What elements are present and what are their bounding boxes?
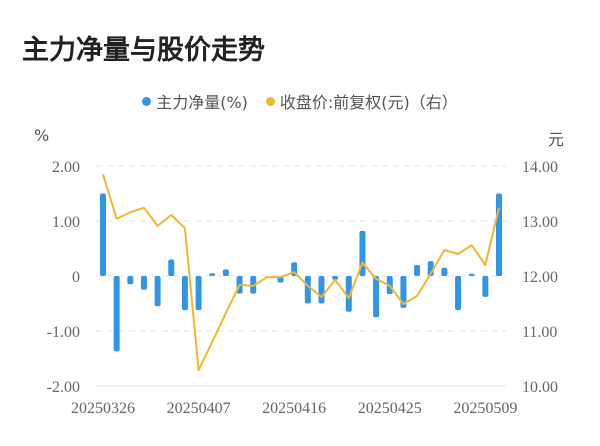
- net-volume-bar[interactable]: [414, 265, 421, 276]
- right-axis-tick: 12.00: [522, 269, 558, 286]
- left-axis-tick: 2.00: [52, 159, 80, 176]
- right-axis-tick: 14.00: [522, 159, 558, 176]
- x-axis-tick: 20250326: [71, 400, 135, 417]
- net-volume-bar[interactable]: [332, 276, 339, 280]
- net-volume-bar[interactable]: [222, 269, 229, 276]
- left-axis-tick: 1.00: [52, 214, 80, 231]
- right-axis-tick: 10.00: [522, 379, 558, 396]
- left-axis-tick: -2.00: [47, 379, 80, 396]
- net-volume-bar[interactable]: [441, 267, 448, 276]
- net-volume-bar[interactable]: [100, 193, 106, 277]
- net-volume-bar[interactable]: [318, 276, 325, 304]
- right-axis-unit: 元: [548, 130, 565, 149]
- net-volume-bar[interactable]: [496, 193, 502, 277]
- net-volume-bar[interactable]: [373, 276, 380, 318]
- legend-item-close-price[interactable]: 收盘价:前复权(元)（右）: [265, 89, 458, 113]
- net-volume-bar[interactable]: [127, 276, 134, 285]
- right-axis-tick: 11.00: [522, 324, 557, 341]
- right-axis-tick: 13.00: [522, 214, 558, 231]
- close-price-line[interactable]: [102, 174, 500, 372]
- net-volume-bar[interactable]: [468, 273, 475, 276]
- left-axis-tick: 0: [72, 269, 80, 286]
- net-volume-bar[interactable]: [455, 276, 462, 311]
- x-axis-tick: 20250407: [167, 400, 231, 417]
- x-axis-tick: 20250509: [453, 400, 517, 417]
- net-volume-bar[interactable]: [140, 276, 147, 290]
- legend-dot-blue-icon: [142, 96, 152, 106]
- net-volume-bar[interactable]: [195, 276, 202, 311]
- net-volume-bar[interactable]: [154, 276, 161, 307]
- legend-item-net-volume[interactable]: 主力净量(%): [142, 89, 248, 113]
- net-volume-bar[interactable]: [304, 276, 311, 304]
- legend-dot-orange-icon: [265, 96, 275, 106]
- chart-title: 主力净量与股价走势: [22, 35, 265, 66]
- x-axis-tick: 20250416: [262, 400, 326, 417]
- left-axis-unit: %: [34, 126, 50, 145]
- legend-label: 主力净量(%): [156, 93, 248, 112]
- net-volume-bar[interactable]: [209, 273, 216, 276]
- legend-label: 收盘价:前复权(元)（右）: [279, 93, 458, 112]
- net-volume-bar[interactable]: [400, 276, 407, 308]
- net-volume-bar[interactable]: [181, 276, 188, 311]
- left-axis-tick: -1.00: [47, 324, 80, 341]
- net-volume-bar[interactable]: [482, 276, 489, 297]
- net-volume-bar[interactable]: [113, 276, 120, 352]
- chart-legend: 主力净量(%) 收盘价:前复权(元)（右）: [0, 89, 600, 113]
- net-volume-bar[interactable]: [168, 259, 175, 277]
- x-axis-tick: 20250425: [358, 400, 422, 417]
- net-volume-bar[interactable]: [345, 276, 352, 312]
